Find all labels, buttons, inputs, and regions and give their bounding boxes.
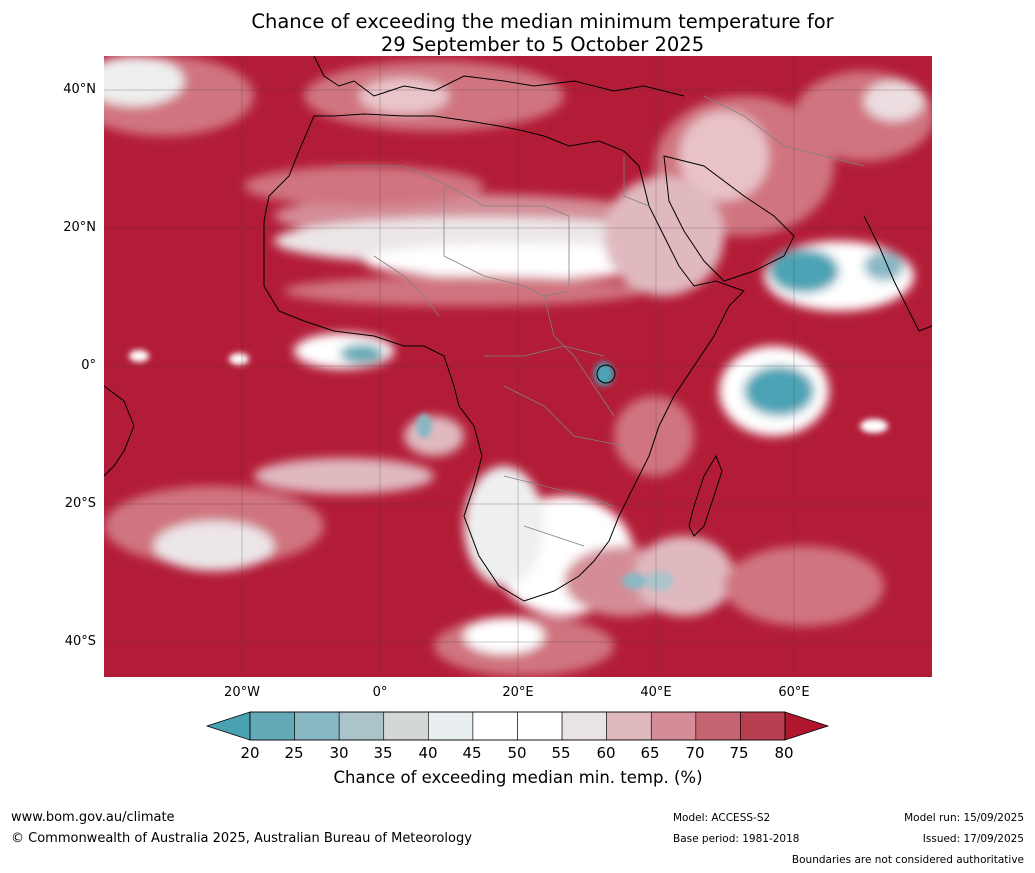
colorbar-cells [249,711,786,741]
colorbar-cell [517,711,563,741]
colorbar-tick-60: 60 [596,744,616,762]
colorbar-tick-20: 20 [240,744,260,762]
base-period-text: Base period: 1981-2018 [673,833,800,845]
colorbar-tick-75: 75 [729,744,749,762]
lon-label-20w: 20°W [224,685,260,700]
lat-label-40n: 40°N [63,82,96,97]
colorbar-tick-55: 55 [551,744,571,762]
colorbar-cell [383,711,429,741]
colorbar-tick-35: 35 [373,744,393,762]
colorbar [205,711,830,741]
title-line-2: 29 September to 5 October 2025 [380,33,705,56]
colorbar-tick-50: 50 [507,744,527,762]
lon-label-60e: 60°E [778,685,810,700]
colorbar-under-arrow [205,711,251,741]
title-line-1: Chance of exceeding the median minimum t… [251,10,834,33]
colorbar-over-arrow [784,711,830,741]
colorbar-cell [561,711,607,741]
lon-label-20e: 20°E [502,685,534,700]
colorbar-tick-70: 70 [685,744,705,762]
colorbar-tick-80: 80 [774,744,794,762]
lat-label-20n: 20°N [63,220,96,235]
country-borders [334,95,865,547]
copyright-text: © Commonwealth of Australia 2025, Austra… [11,831,472,846]
disclaimer-text: Boundaries are not considered authoritat… [791,854,1024,866]
colorbar-tick-40: 40 [418,744,438,762]
colorbar-cell [338,711,385,741]
lat-label-40s: 40°S [64,634,96,649]
graticule [104,56,932,677]
lat-label-20s: 20°S [64,496,96,511]
colorbar-cell [695,711,741,741]
chart-title: Chance of exceeding the median minimum t… [0,10,1035,56]
probability-shading [104,56,932,676]
colorbar-cell [472,711,518,741]
lon-label-40e: 40°E [640,685,672,700]
colorbar-cell [428,711,474,741]
colorbar-tick-25: 25 [284,744,304,762]
model-run-text: Model run: 15/09/2025 [904,812,1024,824]
colorbar-tick-65: 65 [640,744,660,762]
colorbar-cell [606,711,652,741]
colorbar-cell [740,711,786,741]
colorbar-cell [650,711,697,741]
colorbar-cell [249,711,295,741]
forecast-map [104,56,932,677]
issued-text: Issued: 17/09/2025 [922,833,1024,845]
colorbar-label: Chance of exceeding median min. temp. (%… [333,768,703,787]
map-canvas [104,56,932,677]
colorbar-tick-30: 30 [329,744,349,762]
website-link[interactable]: www.bom.gov.au/climate [11,810,175,825]
model-text: Model: ACCESS-S2 [673,812,771,824]
lat-label-0: 0° [81,358,96,373]
lon-label-0: 0° [372,685,388,700]
colorbar-cell [294,711,340,741]
colorbar-tick-45: 45 [462,744,482,762]
coastlines [104,56,932,602]
